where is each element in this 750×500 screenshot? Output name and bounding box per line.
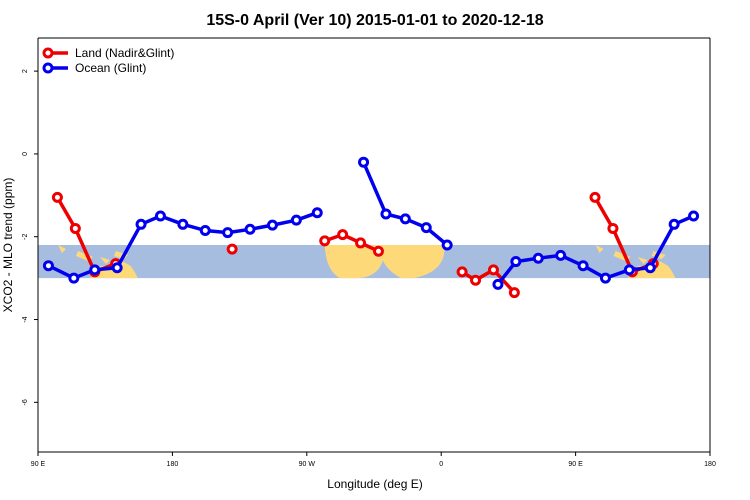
data-point	[135, 218, 147, 230]
data-point	[668, 218, 680, 230]
data-point	[266, 219, 278, 231]
x-tick-label: 90 E	[31, 461, 46, 468]
y-axis-label: XCO2 - MLO trend (ppm)	[1, 178, 15, 313]
chart-title: 15S-0 April (Ver 10) 2015-01-01 to 2020-…	[206, 12, 543, 29]
data-point	[226, 243, 238, 255]
data-point	[358, 156, 370, 168]
data-point	[688, 210, 700, 222]
series-line-segment	[361, 161, 449, 247]
data-point	[607, 222, 619, 234]
data-point	[68, 272, 80, 284]
data-point	[355, 237, 367, 249]
axes: 90 E 180 90 W 0 90 E 180 2 0 -2 -4 -6	[22, 37, 716, 468]
asia-east-island-1	[595, 245, 604, 253]
data-point	[492, 278, 504, 290]
data-point	[555, 249, 567, 261]
data-point	[199, 225, 211, 237]
data-point	[623, 264, 635, 276]
data-point	[644, 262, 656, 274]
data-point	[510, 256, 522, 268]
data-point	[337, 229, 349, 241]
data-series	[42, 156, 700, 299]
legend-marker	[42, 47, 54, 59]
data-point	[51, 191, 63, 203]
data-point	[177, 218, 189, 230]
data-point	[154, 210, 166, 222]
data-point	[42, 260, 54, 272]
y-tick-label: -2	[22, 234, 29, 240]
data-point	[380, 208, 392, 220]
data-point	[399, 213, 411, 225]
data-point	[470, 274, 482, 286]
africa	[379, 245, 445, 279]
data-point	[589, 191, 601, 203]
south-america	[324, 245, 385, 279]
data-point	[420, 222, 432, 234]
data-point	[599, 272, 611, 284]
x-tick-label: 180	[704, 461, 716, 468]
series-ocean	[42, 156, 700, 290]
x-axis-label: Longitude (deg E)	[327, 477, 422, 491]
y-tick-label: -4	[22, 316, 29, 322]
asia-west-island-1	[58, 245, 66, 253]
y-tick-label: -6	[22, 399, 29, 405]
data-point	[319, 235, 331, 247]
data-point	[290, 214, 302, 226]
data-point	[456, 266, 468, 278]
x-tick-label: 180	[167, 461, 179, 468]
asia-west-island-3	[100, 257, 110, 264]
asia-east-island-3	[637, 257, 648, 264]
data-point	[69, 222, 81, 234]
data-point	[441, 239, 453, 251]
data-point	[577, 260, 589, 272]
x-tick-label: 90 E	[568, 461, 583, 468]
data-point	[89, 264, 101, 276]
series-line-segment	[461, 268, 516, 294]
legend-marker	[42, 62, 54, 74]
legend: Land (Nadir&Glint)Ocean (Glint)	[42, 46, 174, 75]
data-point	[111, 262, 123, 274]
series-line-segment	[324, 232, 380, 253]
data-point	[372, 245, 384, 257]
data-point	[508, 287, 520, 299]
data-point	[222, 227, 234, 239]
data-point	[244, 223, 256, 235]
series-line-segment	[496, 214, 695, 286]
x-tick-label: 0	[439, 461, 443, 468]
x-tick-label: 90 W	[299, 461, 316, 468]
legend-label: Ocean (Glint)	[75, 61, 146, 75]
data-point	[311, 207, 323, 219]
legend-label: Land (Nadir&Glint)	[75, 46, 174, 60]
y-tick-label: 2	[22, 69, 29, 73]
data-point	[487, 264, 499, 276]
data-point	[532, 252, 544, 264]
y-tick-label: 0	[22, 152, 29, 156]
